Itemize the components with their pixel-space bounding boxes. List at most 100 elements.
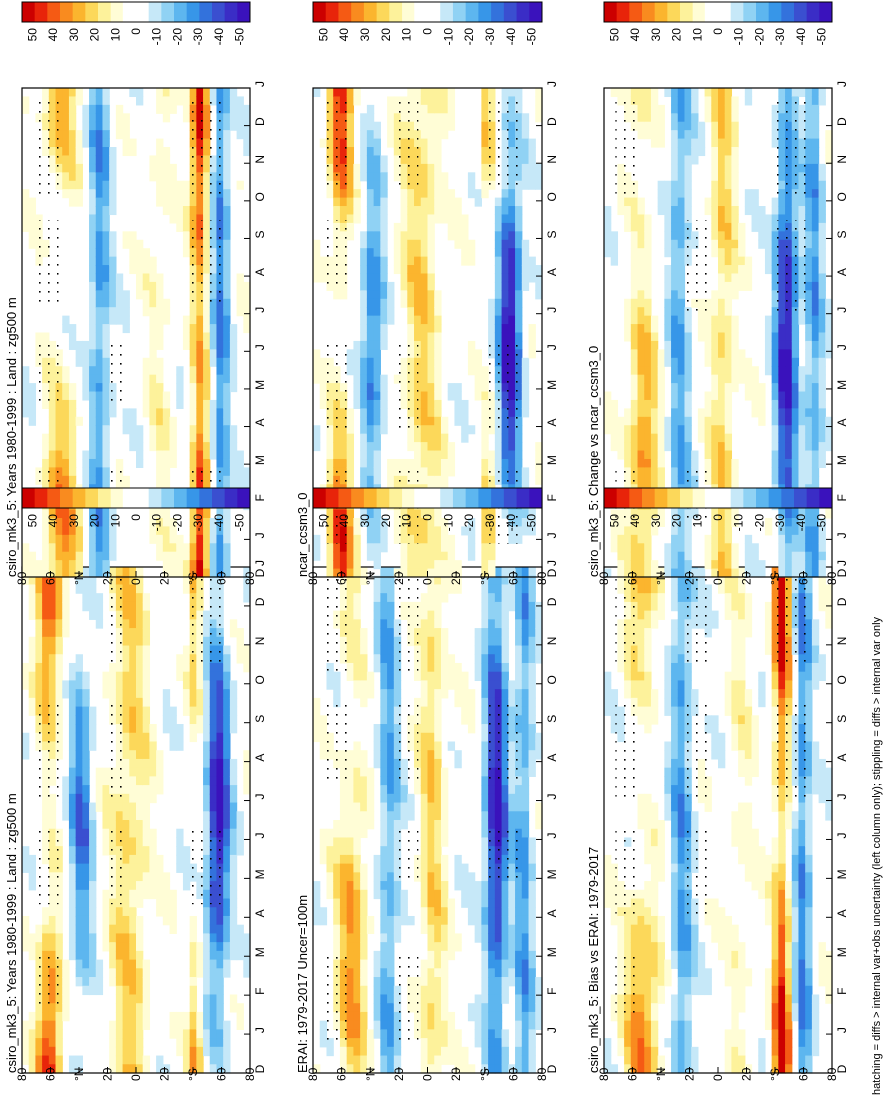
heatmap-cell [420, 724, 429, 734]
heatmap-cell [62, 1003, 70, 1013]
heatmap-cell [521, 636, 530, 647]
heatmap-cell [488, 298, 496, 308]
heatmap-cell [68, 560, 77, 570]
heatmap-cell [501, 889, 509, 900]
heatmap-cell [434, 1055, 442, 1065]
heatmap-cell [313, 425, 321, 435]
heatmap-cell [488, 802, 496, 812]
heatmap-cell [494, 231, 503, 241]
heatmap-cell [528, 619, 536, 629]
heatmap-cell [440, 924, 449, 935]
heatmap-cell [346, 442, 355, 452]
heatmap-cell [373, 172, 381, 182]
heatmap-cell [129, 776, 137, 786]
heatmap-cell [339, 1046, 348, 1057]
heatmap-cell [434, 907, 442, 917]
heatmap-cell [109, 1046, 117, 1057]
heatmap-cell [380, 248, 388, 258]
heatmap-cell [427, 163, 435, 173]
heatmap-cell [488, 915, 496, 926]
heatmap-cell [494, 1011, 503, 1022]
heatmap-cell [216, 197, 224, 207]
heatmap-cell [420, 1003, 429, 1013]
heatmap-cell [102, 924, 110, 935]
heatmap-cell [176, 1046, 184, 1057]
heatmap-cell [142, 1055, 151, 1065]
heatmap-cell [115, 811, 124, 821]
heatmap-cell [427, 907, 435, 917]
heatmap-cell [501, 231, 509, 241]
heatmap-cell [474, 924, 482, 935]
heatmap-cell [75, 915, 83, 926]
heatmap-cell [420, 180, 429, 190]
heatmap-cell [380, 1020, 388, 1030]
heatmap-cell [169, 163, 177, 173]
heatmap-cell [508, 222, 516, 232]
heatmap-cell [333, 828, 341, 839]
heatmap-cell [62, 130, 70, 140]
heatmap-cell [528, 758, 536, 769]
heatmap-cell [346, 458, 355, 468]
heatmap-cell [223, 450, 231, 460]
heatmap-cell [454, 568, 462, 578]
heatmap-cell [82, 374, 90, 384]
heatmap-cell [48, 654, 57, 664]
heatmap-cell [481, 959, 489, 969]
heatmap-cell [142, 811, 151, 821]
heatmap-cell [122, 680, 130, 690]
heatmap-cell [427, 399, 435, 409]
heatmap-cell [162, 391, 171, 401]
heatmap-cell [434, 575, 442, 586]
heatmap-cell [82, 121, 90, 131]
heatmap-cell [68, 450, 77, 460]
heatmap-cell [488, 1011, 496, 1022]
heatmap-cell [203, 724, 211, 734]
heatmap-cell [196, 433, 204, 443]
heatmap-cell [360, 950, 368, 961]
heatmap-cell [42, 654, 50, 664]
heatmap-cell [189, 357, 197, 367]
heatmap-cell [373, 881, 381, 891]
heatmap-cell [176, 837, 184, 847]
heatmap-cell [176, 399, 184, 409]
heatmap-cell [494, 924, 503, 935]
heatmap-cell [440, 475, 449, 485]
heatmap-cell [333, 854, 341, 865]
heatmap-cell [353, 680, 361, 690]
heatmap-cell [427, 820, 435, 830]
heatmap-cell [68, 509, 77, 519]
heatmap-cell [129, 231, 137, 241]
heatmap-cell [346, 433, 355, 443]
heatmap-cell [223, 307, 231, 317]
heatmap-cell [346, 924, 355, 935]
heatmap-cell [501, 610, 509, 620]
heatmap-cell [400, 298, 408, 308]
heatmap-cell [440, 671, 449, 682]
heatmap-cell [22, 915, 30, 926]
heatmap-cell [115, 977, 124, 987]
heatmap-cell [142, 758, 151, 769]
heatmap-cell [115, 802, 124, 812]
heatmap-cell [346, 450, 355, 460]
heatmap-cell [387, 1038, 395, 1048]
heatmap-cell [440, 593, 449, 603]
heatmap-cell [48, 671, 57, 682]
heatmap-cell [223, 433, 231, 443]
heatmap-cell [434, 758, 442, 769]
heatmap-cell [209, 88, 218, 98]
heatmap-cell [142, 654, 151, 664]
heatmap-cell [122, 1046, 130, 1057]
heatmap-cell [400, 239, 408, 249]
heatmap-cell [501, 942, 509, 952]
heatmap-cell [243, 467, 251, 477]
heatmap-cell [209, 416, 218, 426]
heatmap-cell [156, 750, 164, 760]
heatmap-cell [447, 442, 456, 452]
heatmap-cell [400, 907, 408, 917]
heatmap-cell [387, 724, 395, 734]
heatmap-cell [528, 636, 536, 647]
heatmap-cell [508, 977, 516, 987]
heatmap-cell [129, 1020, 137, 1030]
heatmap-cell [313, 88, 321, 98]
heatmap-cell [420, 340, 429, 350]
